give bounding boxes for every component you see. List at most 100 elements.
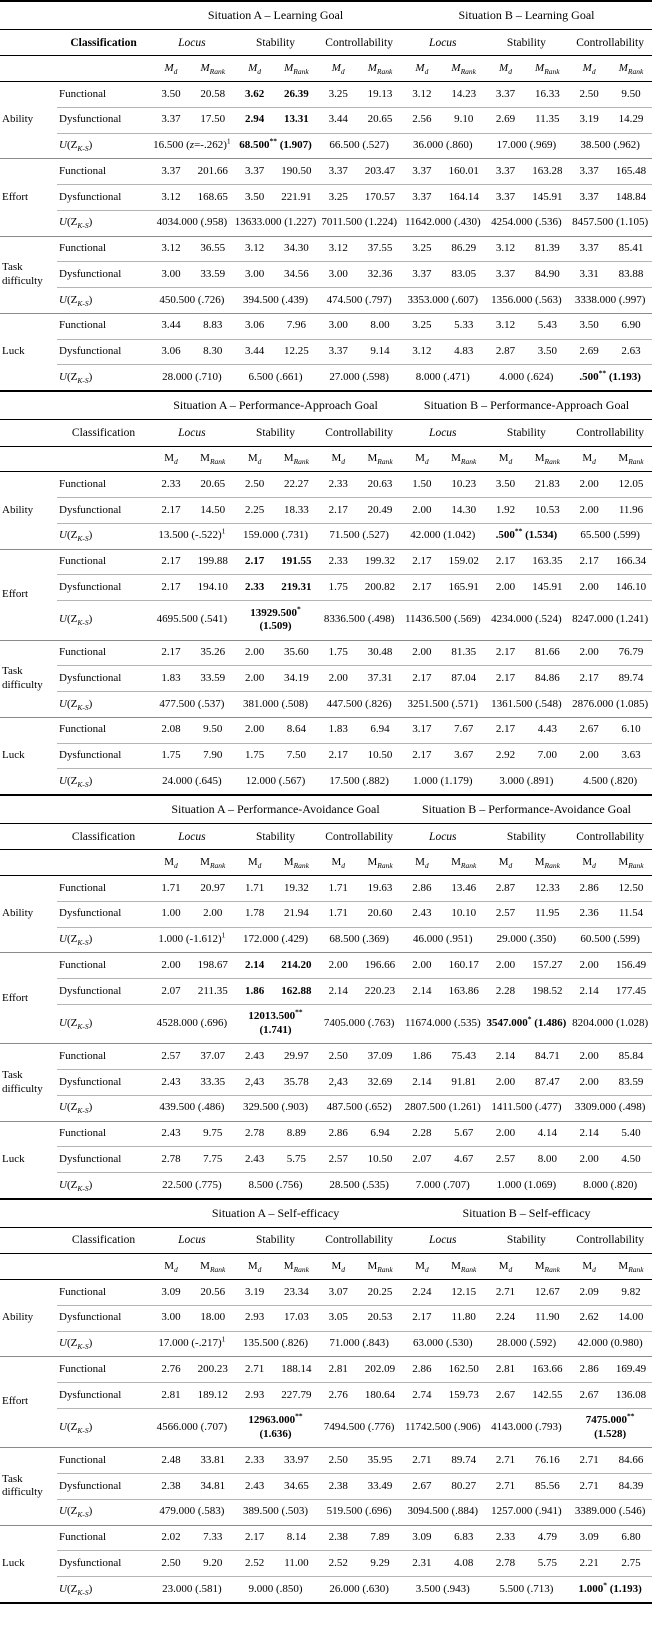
classification-cell: Dysfunctional xyxy=(57,742,151,769)
u-statistic-value: 23.000 (.581) xyxy=(150,1575,234,1603)
u-statistic-value: 5.500 (.713) xyxy=(484,1575,569,1603)
mrank-value: 148.84 xyxy=(610,184,652,211)
u-statistic-label: U(ZK-S) xyxy=(57,1330,151,1357)
mrank-value: 7.50 xyxy=(275,742,318,769)
classification-cell: Dysfunctional xyxy=(57,665,151,692)
mrank-value: 34.56 xyxy=(275,261,318,288)
mrank-value: 11.95 xyxy=(526,900,569,928)
mrank-value: 91.81 xyxy=(442,1069,485,1096)
classification-cell: Dysfunctional xyxy=(57,1473,151,1500)
classification-cell: Dysfunctional xyxy=(57,1146,151,1173)
mrank-value: 7.90 xyxy=(191,742,234,769)
mrank-value: 32.69 xyxy=(359,1069,401,1096)
mrank-value: 168.65 xyxy=(191,184,234,211)
u-statistic-value: 3338.000 (.997) xyxy=(568,287,652,314)
md-value: 2.09 xyxy=(568,1279,611,1306)
md-value: 2.17 xyxy=(150,497,192,524)
group-label: Ability xyxy=(0,1278,58,1357)
mrank-value: 159.02 xyxy=(442,548,485,575)
u-statistic-label: U(ZK-S) xyxy=(57,1575,151,1603)
sub-head-spacer2 xyxy=(57,1253,151,1280)
mrank-value: 202.09 xyxy=(359,1356,401,1383)
u-statistic-value: 4254.000 (.536) xyxy=(484,209,569,237)
u-statistic-value: 11674.000 (.535) xyxy=(400,1003,485,1044)
mrank-value: 36.55 xyxy=(191,235,234,262)
mrank-value: 20.65 xyxy=(191,471,234,498)
mrank-header: MRank xyxy=(442,1253,485,1280)
md-value: 2.00 xyxy=(568,471,611,498)
mrank-value: 10.53 xyxy=(526,497,569,524)
md-value: 2.76 xyxy=(150,1356,192,1383)
mrank-value: 20.53 xyxy=(359,1304,401,1331)
u-statistic-value: 65.500 (.599) xyxy=(568,522,652,549)
u-statistic-value: 4143.000 (.793) xyxy=(484,1407,569,1448)
classification-cell: Dysfunctional xyxy=(57,338,151,365)
u-statistic-value: 3309.000 (.498) xyxy=(568,1094,652,1122)
md-value: 2.43 xyxy=(233,1146,276,1173)
mrank-value: 12.05 xyxy=(610,471,652,498)
mrank-value: 19.32 xyxy=(275,875,318,902)
md-value: 2.57 xyxy=(484,900,527,928)
mrank-value: 9.14 xyxy=(359,338,401,365)
mrank-value: 191.55 xyxy=(275,548,318,575)
md-value: 2.43 xyxy=(233,1043,276,1070)
dimension-header-controllability: Controllability xyxy=(568,419,652,447)
mrank-value: 12.50 xyxy=(610,875,652,902)
classification-cell: Functional xyxy=(57,1356,151,1383)
u-statistic-value: 17.000 (-.217)1 xyxy=(150,1330,234,1357)
mrank-value: 11.90 xyxy=(526,1304,569,1331)
mrank-value: 34.30 xyxy=(275,235,318,262)
dimension-header-locus: Locus xyxy=(150,1227,234,1255)
mrank-value: 7.33 xyxy=(191,1524,234,1551)
mrank-value: 20.60 xyxy=(359,900,401,928)
mrank-value: 37.07 xyxy=(191,1043,234,1070)
mrank-value: 83.59 xyxy=(610,1069,652,1096)
dim-head-spacer xyxy=(0,419,58,447)
mrank-value: 163.35 xyxy=(526,548,569,575)
classification-cell: Functional xyxy=(57,1120,151,1147)
md-value: 2.00 xyxy=(568,639,611,666)
mrank-value: 6.94 xyxy=(359,716,401,743)
mrank-value: 14.00 xyxy=(610,1304,652,1331)
mrank-header: MRank xyxy=(191,446,234,473)
md-value: 3.50 xyxy=(150,81,192,108)
md-value: 2.00 xyxy=(400,952,443,979)
mrank-value: 19.63 xyxy=(359,875,401,902)
dim-head-spacer xyxy=(0,823,58,851)
u-statistic-value: 29.000 (.350) xyxy=(484,926,569,953)
u-statistic-value: 8.000 (.820) xyxy=(568,1172,652,1199)
u-statistic-label: U(ZK-S) xyxy=(57,926,151,953)
md-value: 1.83 xyxy=(317,716,360,743)
mrank-value: 4.08 xyxy=(442,1550,485,1577)
mrank-value: 75.43 xyxy=(442,1043,485,1070)
u-statistic-label: U(ZK-S) xyxy=(57,768,151,795)
md-value: 2.17 xyxy=(317,742,360,769)
md-value: 2.78 xyxy=(233,1120,276,1147)
mrank-value: 8.00 xyxy=(359,312,401,340)
mrank-value: 85.41 xyxy=(610,235,652,262)
md-value: 2.24 xyxy=(484,1304,527,1331)
mrank-value: 86.29 xyxy=(442,235,485,262)
md-header: Md xyxy=(568,446,611,473)
mrank-header: MRank xyxy=(359,55,401,83)
mrank-value: 9.82 xyxy=(610,1279,652,1306)
mrank-value: 5.75 xyxy=(526,1550,569,1577)
mrank-value: 33.97 xyxy=(275,1447,318,1474)
md-header: Md xyxy=(317,55,360,83)
group-label: Task difficulty xyxy=(0,1043,58,1122)
md-value: 2.07 xyxy=(400,1146,443,1173)
u-statistic-value: 63.000 (.530) xyxy=(400,1330,485,1357)
md-value: 2.36 xyxy=(568,900,611,928)
dimension-header-controllability: Controllability xyxy=(568,823,652,851)
mrank-value: 11.35 xyxy=(526,106,569,134)
u-statistic-value: 474.500 (.797) xyxy=(317,287,401,314)
md-value: 3.44 xyxy=(233,338,276,365)
md-value: 2.14 xyxy=(484,1043,527,1070)
mrank-value: 14.29 xyxy=(610,106,652,134)
u-statistic-value: 4566.000 (.707) xyxy=(150,1407,234,1448)
mrank-value: 13.46 xyxy=(442,875,485,902)
dimension-header-locus: Locus xyxy=(400,1227,485,1255)
u-statistic-value: .500** (1.534) xyxy=(484,522,569,549)
md-value: 2.17 xyxy=(400,574,443,601)
mrank-value: 11.80 xyxy=(442,1304,485,1331)
